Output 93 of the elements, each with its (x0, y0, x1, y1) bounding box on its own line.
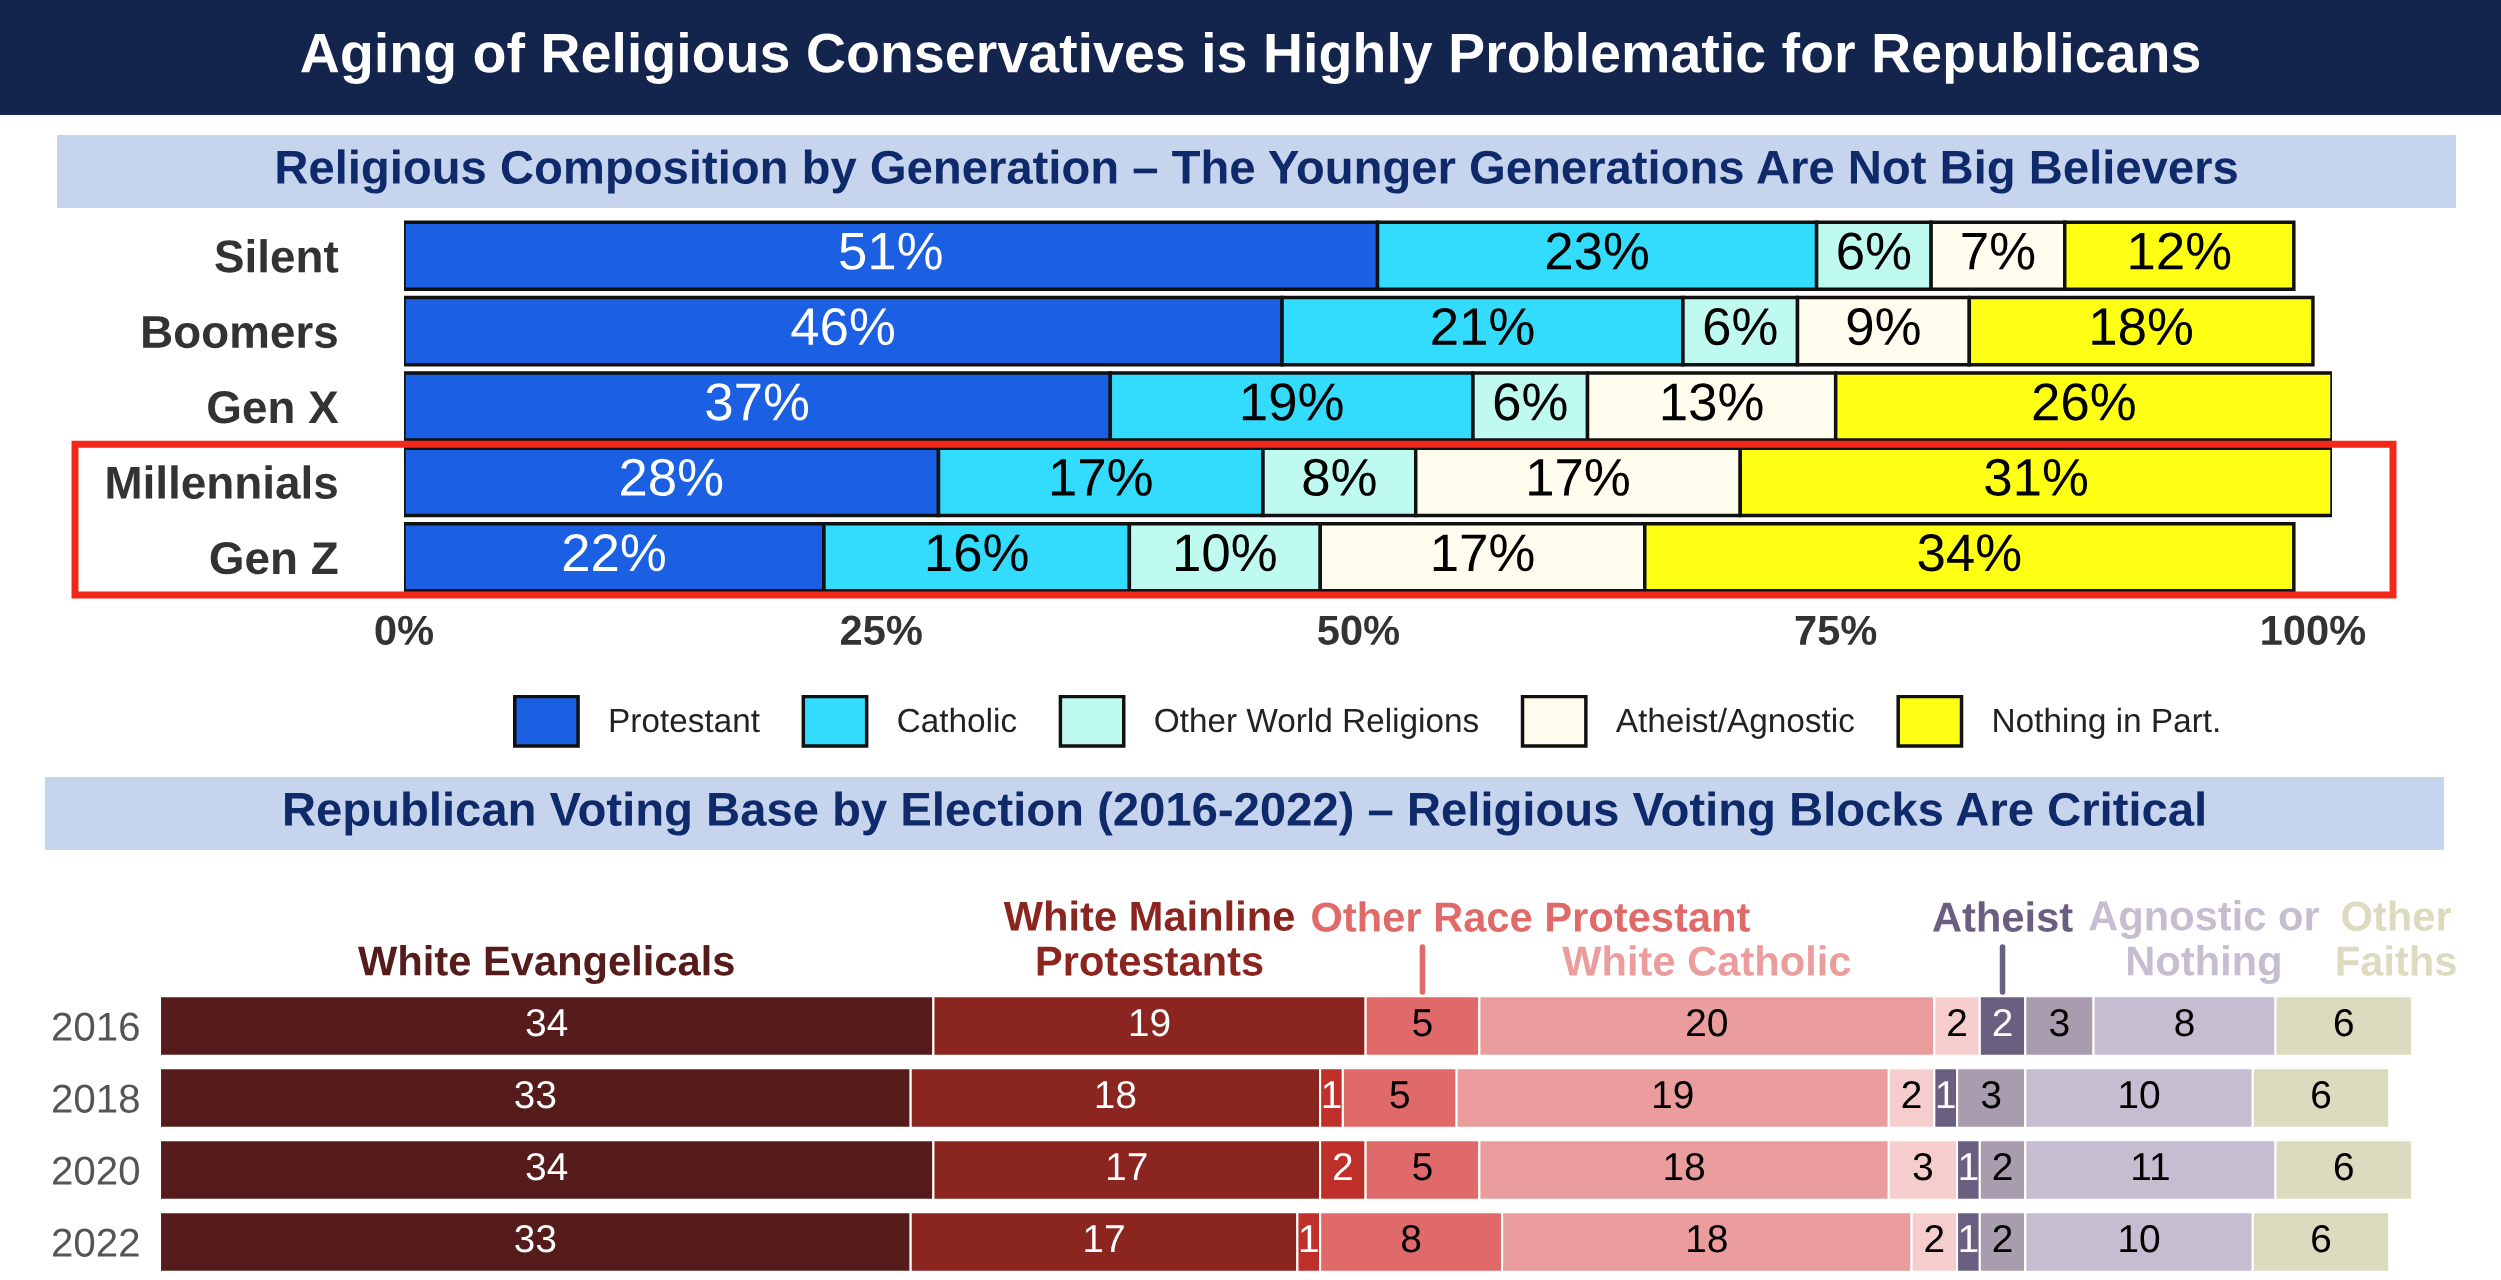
data-label: 16% (927, 534, 1028, 572)
data-label: 6% (1704, 307, 1777, 346)
x-tick-label: 0% (375, 615, 434, 646)
data-label: 3 (2050, 1008, 2069, 1037)
series-label: White Catholic (1562, 945, 1851, 976)
data-label: 8% (1303, 458, 1376, 497)
y-tick-label: Boomers (143, 316, 337, 349)
x-tick-label: 100% (2262, 615, 2366, 646)
series-label: Agnostic or Nothing (2089, 900, 2320, 985)
y-tick-label: 2018 (52, 1084, 139, 1113)
data-label: 26% (2033, 383, 2135, 421)
data-label: 6 (2312, 1224, 2331, 1253)
chart-title: Aging of Religious Conservatives is Highly Problematic for Republicans (301, 31, 2200, 85)
data-label: 17% (1529, 458, 1629, 496)
data-label: 5 (1413, 1009, 1432, 1037)
data-label: 21% (1432, 307, 1534, 346)
legend-label: Catholic (898, 707, 1017, 733)
data-label: 10 (2120, 1224, 2160, 1253)
y-tick-label: 2022 (52, 1228, 139, 1257)
legend-label: Protestant (610, 709, 760, 733)
data-label: 3 (1981, 1080, 2001, 1109)
chart-title: Republican Voting Base by Election (2016-2022) – Religious Voting Blocks Are Critical (285, 791, 2204, 836)
data-label: 7% (1962, 232, 2035, 270)
y-tick-label: Gen X (208, 391, 339, 424)
series-label: Atheist (1932, 901, 2073, 932)
data-label: 51% (840, 232, 942, 270)
data-label: 2 (1993, 1008, 2012, 1037)
data-label: 19% (1242, 383, 1343, 421)
data-label: 19 (1654, 1080, 1693, 1109)
series-label: White Mainline Protestants (1003, 900, 1294, 976)
data-label: 2 (1925, 1224, 1944, 1253)
data-label: 11 (2133, 1153, 2169, 1181)
series-label: Other Faiths (2337, 900, 2456, 976)
data-label: 2 (1993, 1152, 2012, 1181)
data-label: 19 (1130, 1008, 1170, 1037)
data-label: 23% (1546, 232, 1649, 270)
legend-label: Nothing in Part. (1994, 707, 2219, 739)
data-label: 12% (2130, 232, 2231, 270)
data-label: 13% (1662, 383, 1763, 421)
text: Other Race Protestant (1312, 901, 1750, 932)
series-label: White Evangelicals (358, 945, 734, 985)
legend-label: Atheist/Agnostic (1615, 707, 1854, 739)
legend-label: Other World Religions (1155, 707, 1478, 739)
data-label: 33 (515, 1080, 556, 1109)
data-label: 6 (2334, 1152, 2353, 1181)
data-label: 28% (621, 458, 723, 497)
data-label: 5 (1390, 1081, 1409, 1109)
data-label: 20 (1687, 1008, 1727, 1037)
data-label: 17% (1051, 458, 1152, 496)
data-label: 34% (1918, 534, 2021, 572)
data-label: 18% (2092, 307, 2193, 346)
data-label: 17 (1108, 1153, 1147, 1181)
data-label: 1 (1300, 1225, 1318, 1253)
data-label: 22% (563, 534, 665, 572)
x-tick-label: 25% (840, 615, 922, 646)
data-label: 1 (1937, 1081, 1955, 1109)
data-label: 3 (1913, 1152, 1933, 1181)
data-label: 37% (706, 383, 809, 421)
data-label: 46% (791, 307, 894, 346)
data-label: 6% (1838, 232, 1911, 270)
data-label: 2 (1334, 1152, 1352, 1181)
data-label: 8 (2175, 1008, 2194, 1037)
data-label: 5 (1413, 1153, 1432, 1181)
data-label: 9% (1847, 307, 1920, 346)
data-label: 18 (1688, 1224, 1727, 1253)
y-tick-label: 2020 (52, 1156, 139, 1185)
data-label: 1 (1960, 1225, 1978, 1253)
chart-subtitle: Religious Composition by Generation – The Younger Generations Are Not Big Believers (277, 149, 2237, 194)
data-label: 18 (1665, 1152, 1705, 1181)
data-label: 17 (1085, 1225, 1124, 1253)
data-label: 34 (526, 1008, 568, 1037)
x-tick-label: 75% (1795, 615, 1877, 646)
data-label: 6 (2312, 1080, 2331, 1109)
data-label: 2 (1948, 1008, 1966, 1037)
data-label: 6% (1494, 383, 1567, 421)
data-label: 6 (2334, 1008, 2353, 1037)
data-label: 31% (1985, 458, 2088, 497)
data-label: 8 (1401, 1224, 1421, 1253)
y-tick-label: Silent (215, 239, 339, 273)
x-tick-label: 50% (1318, 615, 1400, 646)
y-tick-label: 2016 (52, 1012, 139, 1041)
data-label: 10% (1176, 534, 1276, 572)
data-label: 1 (1323, 1081, 1341, 1109)
data-label: 2 (1993, 1224, 2012, 1253)
data-label: 33 (515, 1224, 556, 1253)
data-label: 1 (1960, 1153, 1978, 1181)
data-label: 10 (2120, 1080, 2160, 1109)
data-label: 34 (526, 1152, 568, 1181)
y-tick-label: Millennials (107, 465, 337, 499)
data-label: 18 (1096, 1080, 1136, 1109)
y-tick-label: Gen Z (210, 541, 338, 575)
data-label: 2 (1902, 1080, 1921, 1109)
data-label: 17% (1433, 534, 1534, 572)
